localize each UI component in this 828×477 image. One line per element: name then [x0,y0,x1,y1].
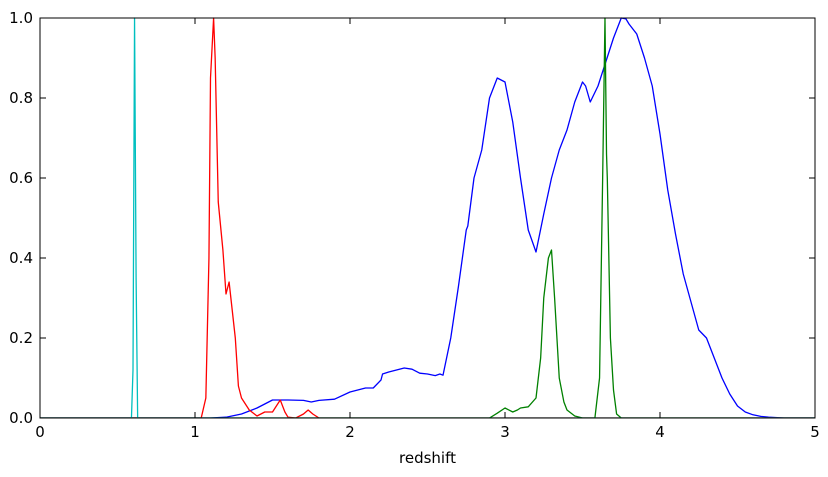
x-tick-label: 4 [655,423,665,441]
y-tick-label: 1.0 [9,9,33,27]
x-tick-label: 0 [35,423,45,441]
x-tick-label: 5 [810,423,820,441]
plot-border [39,17,816,419]
series-line-4 [40,17,815,418]
series-line-2 [40,17,815,418]
x-axis-label: redshift [399,449,456,467]
axis-ticks: 0 1 2 3 4 5 0.0 0.2 0.4 0.6 0.8 1.0 [9,9,820,441]
x-tick-label: 3 [500,423,510,441]
y-tick-label: 0.8 [9,89,33,107]
y-tick-label: 0.2 [9,329,33,347]
series-layer [40,17,815,418]
plot-frame [39,17,816,419]
series-line-1 [40,17,815,418]
x-tick-label: 2 [345,423,355,441]
y-tick-label: 0.0 [9,409,33,427]
x-tick-label: 1 [190,423,200,441]
y-tick-label: 0.6 [9,169,33,187]
series-line-3 [40,17,815,418]
y-tick-label: 0.4 [9,249,33,267]
